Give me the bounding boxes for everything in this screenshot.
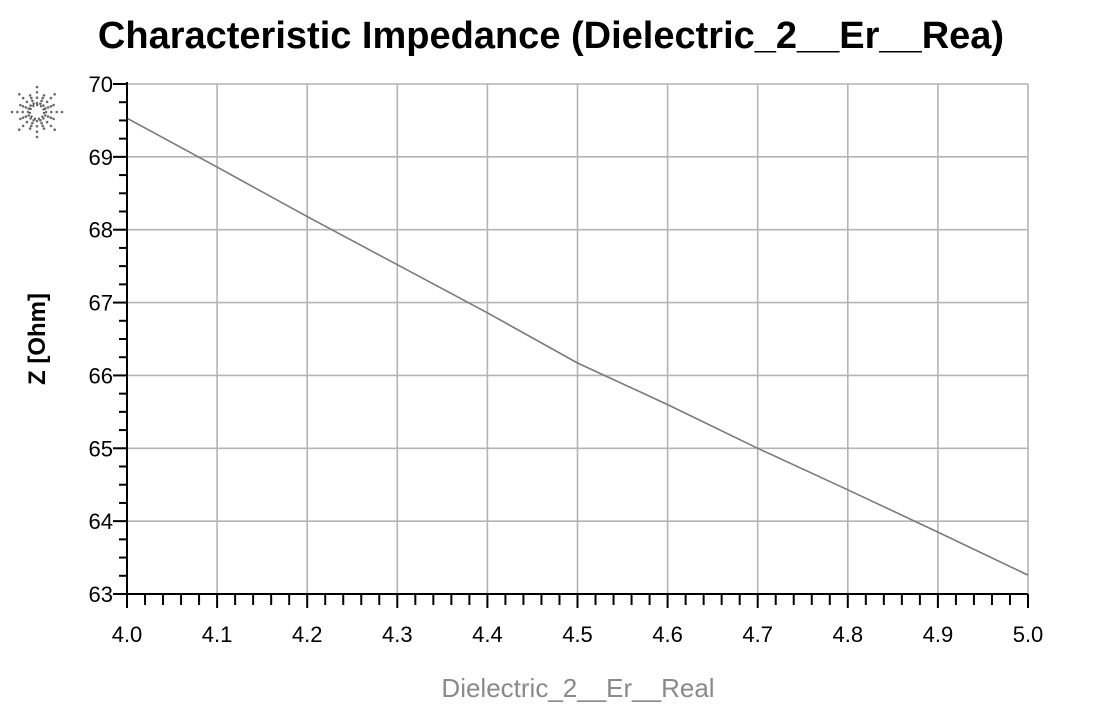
logo-dot — [42, 117, 45, 120]
logo-dot — [44, 107, 47, 110]
logo-dot — [45, 100, 49, 104]
x-tick-label: 5.0 — [1013, 622, 1044, 647]
tick-labels: 4.0 4.1 4.2 4.3 4.4 4.5 4.6 4.7 4.8 4.9 5.0 63 64 65 6… — [89, 72, 1044, 647]
logo-dot — [24, 115, 28, 118]
logo-dot — [26, 110, 30, 114]
logo-dot — [50, 110, 53, 114]
logo-dot — [49, 124, 53, 128]
y-axis-label: Z [Ohm] — [24, 293, 51, 385]
x-tick-label: 4.4 — [472, 622, 503, 647]
logo-dot — [45, 120, 49, 124]
y-tick-label: 64 — [89, 509, 113, 534]
logo-dot — [39, 119, 42, 122]
logo-dot — [24, 106, 28, 109]
logo-dot — [44, 110, 48, 114]
logo-dot — [27, 107, 31, 110]
logo-dot — [42, 94, 46, 97]
logo-dot — [49, 105, 53, 108]
logo-dot — [19, 117, 22, 121]
logo-dot — [27, 114, 31, 117]
logo-dot — [49, 116, 53, 119]
y-tick-label: 70 — [89, 72, 113, 97]
logo-dot — [29, 104, 32, 107]
x-tick-label: 4.6 — [652, 622, 683, 647]
logo-dot — [40, 121, 43, 125]
logo-dot — [41, 124, 44, 128]
x-tick-label: 4.1 — [202, 622, 233, 647]
logo-dot — [55, 110, 58, 114]
logo-dot — [49, 96, 53, 100]
logo-dot — [35, 119, 39, 123]
logo-dot — [40, 99, 43, 103]
chart-title: Characteristic Impedance (Dielectric_2__… — [98, 15, 1004, 57]
logo-dot — [35, 91, 39, 94]
logo-dot — [31, 121, 34, 125]
logo-dot — [35, 101, 39, 105]
x-tick-label: 4.8 — [833, 622, 864, 647]
logo-dot — [15, 110, 19, 114]
logo-dot — [28, 94, 32, 97]
logo-dot — [31, 99, 34, 103]
logo-dot — [21, 110, 25, 114]
logo-dot — [10, 110, 14, 114]
logo-dot — [18, 93, 21, 96]
sunburst-logo-icon — [10, 85, 64, 139]
logo-ring — [29, 104, 45, 120]
y-tick-label: 67 — [89, 291, 113, 316]
series-line — [126, 117, 1029, 576]
series-layer — [126, 117, 1029, 576]
logo-dot — [35, 96, 39, 99]
logo-dot — [30, 96, 33, 100]
logo-dot — [29, 117, 32, 120]
y-tick-label: 65 — [89, 436, 113, 461]
y-tick-label: 63 — [89, 582, 113, 607]
logo-dot — [25, 120, 29, 124]
logo-dot — [35, 130, 39, 133]
logo-dot — [53, 128, 56, 131]
x-tick-label: 4.2 — [292, 622, 323, 647]
x-tick-label: 4.9 — [923, 622, 954, 647]
logo-dot — [21, 124, 25, 128]
x-tick-label: 4.5 — [562, 622, 593, 647]
logo-dot — [53, 93, 56, 96]
x-tick-label: 4.7 — [742, 622, 773, 647]
logo-dot — [21, 116, 25, 119]
logo-dot — [52, 103, 55, 107]
y-tick-label: 68 — [89, 218, 113, 243]
logo-dot — [52, 117, 55, 121]
logo-dot — [35, 135, 39, 139]
logo-dot — [19, 103, 22, 107]
logo-dot — [39, 102, 42, 105]
logo-dot — [18, 128, 21, 131]
logo-dot — [41, 96, 44, 100]
logo-dot — [35, 125, 39, 128]
axes — [113, 82, 1029, 608]
logo-dot — [30, 124, 33, 128]
y-tick-label: 66 — [89, 363, 113, 388]
logo-dot — [32, 119, 35, 122]
logo-dot — [25, 100, 29, 104]
y-tick-label: 69 — [89, 145, 113, 170]
logo-dot — [46, 115, 50, 118]
x-tick-label: 4.0 — [112, 622, 143, 647]
logo-dot — [42, 104, 45, 107]
logo-dot — [44, 114, 47, 117]
logo-dot — [35, 85, 39, 89]
logo-dot — [21, 96, 25, 100]
logo-dot — [28, 127, 32, 130]
x-tick-label: 4.3 — [382, 622, 413, 647]
logo-dot — [42, 127, 46, 130]
logo-dot — [21, 105, 25, 108]
logo-dot — [32, 102, 35, 105]
logo-dot — [60, 110, 64, 114]
grid — [126, 83, 1029, 595]
x-axis-label: Dielectric_2__Er__Real — [441, 673, 714, 703]
logo-dot — [46, 106, 50, 109]
